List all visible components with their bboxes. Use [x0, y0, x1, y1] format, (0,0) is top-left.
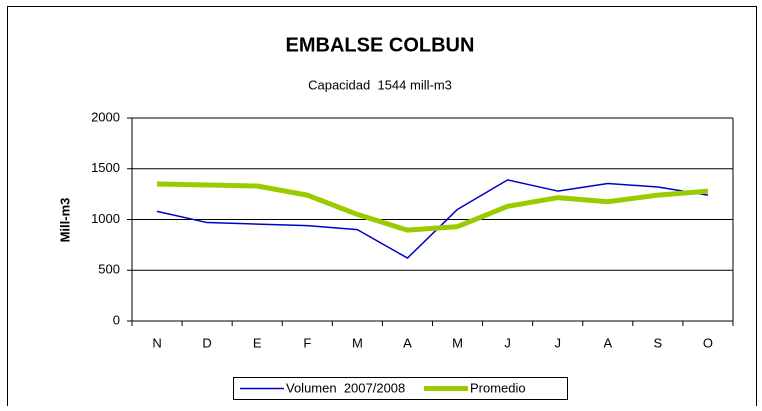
line-series	[156, 181, 709, 233]
x-tick-label: A	[403, 335, 412, 350]
legend	[233, 377, 568, 400]
x-tick-label: J	[504, 335, 511, 350]
legend-label: Volumen 2007/2008	[286, 380, 405, 395]
y-axis-label: Mill-m3	[57, 198, 72, 243]
x-tick-label: N	[152, 335, 161, 350]
y-tick-label: 0	[113, 312, 120, 327]
x-tick-label: M	[452, 335, 463, 350]
y-tick-label: 2000	[91, 109, 120, 124]
x-tick-label: J	[554, 335, 561, 350]
x-tick-label: F	[303, 335, 311, 350]
y-tick-label: 1000	[91, 211, 120, 226]
chart-subtitle: Capacidad 1544 mill-m3	[308, 77, 452, 92]
chart-frame	[7, 6, 757, 406]
x-tick-label: O	[703, 335, 713, 350]
x-tick-label: D	[202, 335, 211, 350]
chart-title: EMBALSE COLBUN	[286, 34, 475, 56]
x-tick-label: M	[352, 335, 363, 350]
x-tick-label: E	[253, 335, 262, 350]
y-tick-label: 1500	[91, 160, 120, 175]
y-tick-label: 500	[98, 262, 120, 277]
legend-label: Promedio	[470, 380, 526, 395]
x-tick-label: S	[654, 335, 663, 350]
x-tick-label: A	[603, 335, 612, 350]
line-series	[156, 179, 709, 259]
